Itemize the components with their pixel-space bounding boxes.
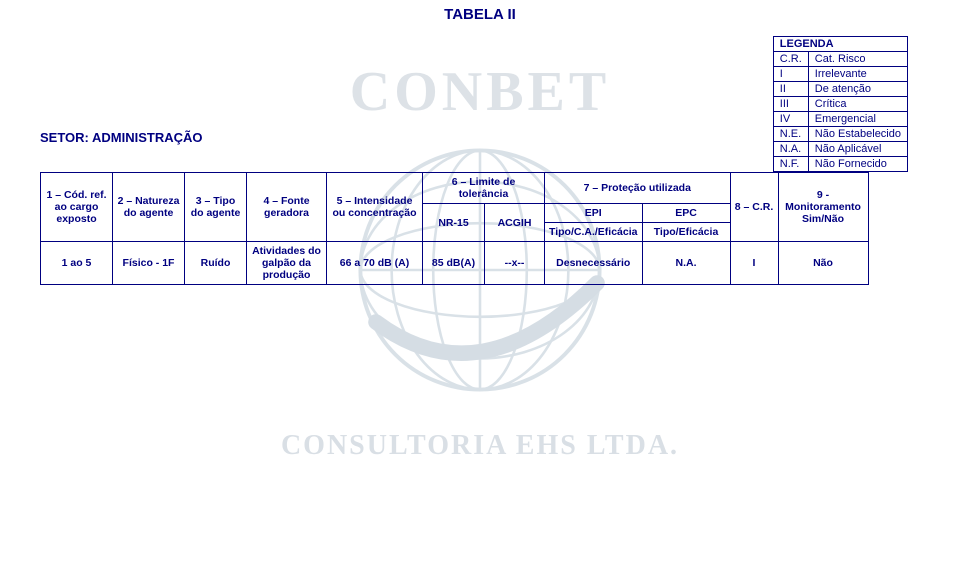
legend-row: C.R.Cat. Risco: [773, 52, 907, 67]
legend-code: II: [773, 82, 808, 97]
legend-table: LEGENDA C.R.Cat. Risco IIrrelevante IIDe…: [773, 36, 908, 172]
cell-c1: 1 ao 5: [41, 242, 113, 285]
legend-desc: Crítica: [808, 97, 907, 112]
table-row: 1 ao 5 Físico - 1F Ruído Atividades do g…: [41, 242, 869, 285]
legend-code: C.R.: [773, 52, 808, 67]
legend-desc: De atenção: [808, 82, 907, 97]
legend-row: N.F.Não Fornecido: [773, 157, 907, 172]
setor-label: SETOR: ADMINISTRAÇÃO: [40, 130, 203, 145]
cell-c6a: 85 dB(A): [423, 242, 485, 285]
table-header-row: 1 – Cód. ref. ao cargo exposto 2 – Natur…: [41, 173, 869, 204]
legend-row: N.E.Não Estabelecido: [773, 127, 907, 142]
cell-c4: Atividades do galpão da produção: [247, 242, 327, 285]
cell-c6b: --x--: [485, 242, 545, 285]
col-7a-header: EPI: [545, 204, 643, 223]
legend-code: IV: [773, 112, 808, 127]
main-table: 1 – Cód. ref. ao cargo exposto 2 – Natur…: [40, 172, 869, 285]
legend-desc: Não Estabelecido: [808, 127, 907, 142]
legend-row: IIDe atenção: [773, 82, 907, 97]
col-8-header: 8 – C.R.: [730, 173, 778, 242]
legend-desc: Cat. Risco: [808, 52, 907, 67]
cell-c9: Não: [778, 242, 868, 285]
legend-code: N.E.: [773, 127, 808, 142]
legend-code: I: [773, 67, 808, 82]
legend-row: IIrrelevante: [773, 67, 907, 82]
col-7b-header: EPC: [642, 204, 730, 223]
cell-c2: Físico - 1F: [113, 242, 185, 285]
legend-desc: Irrelevante: [808, 67, 907, 82]
legend-row: IVEmergencial: [773, 112, 907, 127]
col-6a-header: NR-15: [423, 204, 485, 242]
legend-code: N.F.: [773, 157, 808, 172]
col-7-header: 7 – Proteção utilizada: [545, 173, 731, 204]
col-7a2-header: Tipo/C.A./Eficácia: [545, 223, 643, 242]
cell-c7a: Desnecessário: [545, 242, 643, 285]
cell-c8: I: [730, 242, 778, 285]
col-3-header: 3 – Tipo do agente: [185, 173, 247, 242]
col-9-header: 9 - Monitoramento Sim/Não: [778, 173, 868, 242]
legend-row: N.A.Não Aplicável: [773, 142, 907, 157]
legend-header: LEGENDA: [773, 37, 907, 52]
col-1-header: 1 – Cód. ref. ao cargo exposto: [41, 173, 113, 242]
tabela-title: TABELA II: [0, 6, 960, 23]
watermark-top: CONBET: [350, 60, 611, 124]
watermark-bottom: CONSULTORIA EHS LTDA.: [281, 430, 679, 462]
col-7b2-header: Tipo/Eficácia: [642, 223, 730, 242]
col-6b-header: ACGIH: [485, 204, 545, 242]
legend-desc: Emergencial: [808, 112, 907, 127]
legend-code: N.A.: [773, 142, 808, 157]
cell-c5: 66 a 70 dB (A): [327, 242, 423, 285]
cell-c3: Ruído: [185, 242, 247, 285]
col-5-header: 5 – Intensidade ou concentração: [327, 173, 423, 242]
col-2-header: 2 – Natureza do agente: [113, 173, 185, 242]
col-6-header: 6 – Limite de tolerância: [423, 173, 545, 204]
legend-desc: Não Aplicável: [808, 142, 907, 157]
cell-c7b: N.A.: [642, 242, 730, 285]
col-4-header: 4 – Fonte geradora: [247, 173, 327, 242]
legend-row: IIICrítica: [773, 97, 907, 112]
legend-code: III: [773, 97, 808, 112]
legend-desc: Não Fornecido: [808, 157, 907, 172]
